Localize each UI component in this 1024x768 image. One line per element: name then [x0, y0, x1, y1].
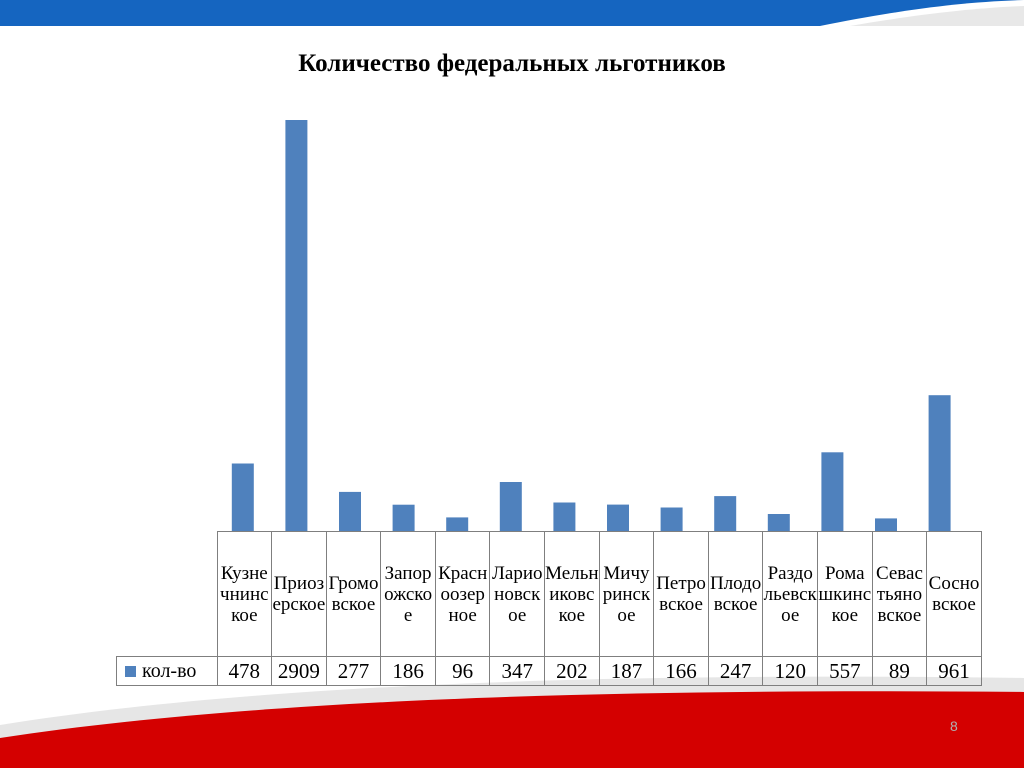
bar — [499, 482, 522, 531]
bar — [339, 491, 361, 531]
bar — [875, 518, 897, 531]
category-label: Севастьяновское — [871, 531, 928, 657]
data-value: 202 — [544, 656, 600, 686]
table-corner — [116, 531, 218, 657]
bar — [446, 517, 469, 531]
data-value: 187 — [598, 656, 655, 686]
category-label: Запорожское — [380, 531, 436, 657]
category-label: Мичуринское — [598, 531, 655, 657]
page-number: 8 — [950, 718, 958, 734]
category-label: Кузнечнинское — [216, 531, 273, 657]
bottom-decorative-wave — [0, 676, 1024, 768]
category-label: Раздольевское — [762, 531, 819, 657]
data-value: 347 — [489, 656, 546, 686]
category-label: Плодовское — [707, 531, 764, 657]
data-value: 96 — [434, 656, 491, 686]
bar — [821, 452, 844, 531]
data-value: 120 — [762, 656, 819, 686]
data-value: 478 — [216, 656, 273, 686]
category-label: Петровское — [653, 531, 709, 657]
legend-label: кол-во — [142, 659, 197, 682]
bar — [285, 120, 308, 531]
data-value: 89 — [871, 656, 928, 686]
value-row: кол-во 478 2909 277 186 96 347 202 187 166 247 120 5… — [116, 656, 982, 686]
top-decorative-band — [0, 0, 1024, 26]
bar — [767, 514, 790, 531]
bar — [231, 463, 254, 531]
category-label: Ромашкинское — [817, 531, 873, 657]
data-value: 166 — [653, 656, 709, 686]
category-label: Приозерское — [271, 531, 327, 657]
category-label: Мельниковское — [544, 531, 600, 657]
data-value: 186 — [380, 656, 436, 686]
legend-entry: кол-во — [116, 656, 218, 686]
data-value: 247 — [707, 656, 764, 686]
bar — [607, 504, 629, 531]
bar — [392, 504, 415, 531]
data-value: 961 — [926, 656, 982, 686]
data-value: 277 — [325, 656, 382, 686]
category-label: Громовское — [325, 531, 382, 657]
category-label: Сосновское — [926, 531, 982, 657]
data-table: Кузнечнинское Приозерское Громовское Запоро… — [116, 531, 982, 686]
chart-title: Количество федеральных льготников — [298, 50, 726, 77]
data-value: 557 — [817, 656, 873, 686]
bar — [714, 496, 737, 531]
bar — [660, 507, 683, 531]
legend-key — [125, 666, 136, 678]
data-value: 2909 — [271, 656, 327, 686]
bar-series — [231, 120, 951, 531]
category-label: Красноозерное — [434, 531, 491, 657]
category-label: Ларионовское — [489, 531, 546, 657]
category-row: Кузнечнинское Приозерское Громовское Запоро… — [116, 531, 982, 657]
bar — [553, 502, 576, 531]
bar — [928, 395, 951, 531]
